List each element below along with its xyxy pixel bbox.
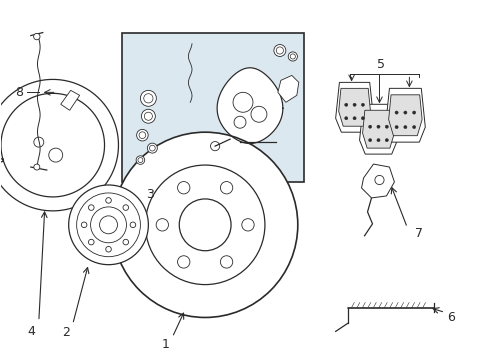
Circle shape bbox=[368, 125, 372, 128]
Circle shape bbox=[385, 139, 389, 142]
Circle shape bbox=[361, 103, 365, 107]
Circle shape bbox=[233, 92, 253, 112]
Circle shape bbox=[385, 125, 389, 128]
Circle shape bbox=[137, 129, 148, 141]
Circle shape bbox=[242, 219, 254, 231]
Circle shape bbox=[377, 125, 380, 128]
Circle shape bbox=[413, 111, 416, 114]
Circle shape bbox=[377, 139, 380, 142]
Circle shape bbox=[288, 52, 297, 61]
Text: 4: 4 bbox=[27, 325, 35, 338]
Text: 7: 7 bbox=[416, 227, 423, 240]
Circle shape bbox=[81, 222, 87, 228]
Circle shape bbox=[106, 247, 111, 252]
Text: 1: 1 bbox=[161, 338, 169, 351]
Polygon shape bbox=[339, 88, 370, 126]
Circle shape bbox=[251, 106, 267, 122]
Circle shape bbox=[130, 222, 136, 228]
Circle shape bbox=[220, 256, 233, 268]
Polygon shape bbox=[389, 95, 422, 136]
Circle shape bbox=[106, 198, 111, 203]
Circle shape bbox=[138, 158, 143, 163]
Circle shape bbox=[34, 164, 40, 170]
Circle shape bbox=[368, 139, 372, 142]
Circle shape bbox=[234, 116, 246, 128]
Polygon shape bbox=[0, 80, 119, 211]
Circle shape bbox=[276, 47, 283, 54]
Polygon shape bbox=[61, 90, 80, 110]
Circle shape bbox=[123, 205, 128, 210]
Circle shape bbox=[220, 181, 233, 194]
FancyBboxPatch shape bbox=[122, 32, 304, 182]
Polygon shape bbox=[386, 88, 425, 142]
Circle shape bbox=[353, 117, 356, 120]
Circle shape bbox=[177, 181, 190, 194]
Circle shape bbox=[146, 165, 265, 285]
Circle shape bbox=[404, 126, 407, 129]
Circle shape bbox=[34, 33, 40, 40]
Circle shape bbox=[344, 117, 348, 120]
Circle shape bbox=[142, 109, 155, 123]
Text: 8: 8 bbox=[15, 86, 23, 99]
Circle shape bbox=[177, 256, 190, 268]
Polygon shape bbox=[360, 104, 397, 154]
Circle shape bbox=[136, 156, 145, 165]
Circle shape bbox=[141, 90, 156, 106]
Circle shape bbox=[123, 239, 128, 245]
Circle shape bbox=[353, 103, 356, 107]
Circle shape bbox=[89, 205, 94, 210]
Circle shape bbox=[149, 145, 155, 151]
Circle shape bbox=[139, 132, 146, 139]
Text: 2: 2 bbox=[62, 326, 70, 339]
Circle shape bbox=[290, 54, 295, 59]
Circle shape bbox=[179, 199, 231, 251]
Circle shape bbox=[361, 117, 365, 120]
Circle shape bbox=[156, 219, 169, 231]
Polygon shape bbox=[336, 82, 373, 132]
Circle shape bbox=[91, 207, 126, 243]
Circle shape bbox=[344, 103, 348, 107]
Text: 3: 3 bbox=[147, 188, 154, 201]
Circle shape bbox=[69, 185, 148, 265]
Circle shape bbox=[375, 175, 384, 185]
Circle shape bbox=[113, 132, 298, 318]
Circle shape bbox=[144, 94, 153, 103]
Text: 6: 6 bbox=[447, 311, 455, 324]
Circle shape bbox=[147, 143, 157, 153]
Circle shape bbox=[99, 216, 118, 234]
Circle shape bbox=[413, 126, 416, 129]
Text: 5: 5 bbox=[377, 58, 386, 71]
Circle shape bbox=[395, 126, 398, 129]
Circle shape bbox=[395, 111, 398, 114]
Circle shape bbox=[274, 45, 286, 57]
Circle shape bbox=[211, 141, 220, 151]
Circle shape bbox=[76, 193, 141, 257]
Circle shape bbox=[404, 111, 407, 114]
Polygon shape bbox=[278, 75, 299, 102]
Circle shape bbox=[89, 239, 94, 245]
Circle shape bbox=[145, 112, 152, 120]
Circle shape bbox=[34, 137, 44, 147]
Circle shape bbox=[49, 148, 63, 162]
Polygon shape bbox=[363, 110, 394, 148]
Polygon shape bbox=[217, 68, 283, 144]
Polygon shape bbox=[362, 164, 394, 198]
